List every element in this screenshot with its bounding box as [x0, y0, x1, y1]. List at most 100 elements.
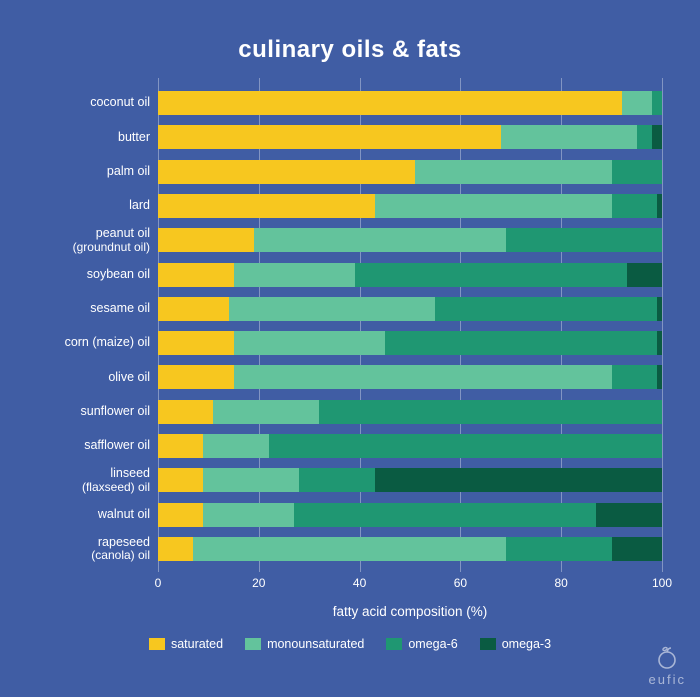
bar-segment-omega3	[627, 263, 662, 287]
bar-segment-saturated	[158, 297, 229, 321]
chart-row: lard	[158, 189, 662, 223]
bar-segment-omega6	[269, 434, 662, 458]
brand-logo: eufic	[649, 644, 686, 687]
stacked-bar	[158, 503, 662, 527]
stacked-bar	[158, 125, 662, 149]
grid-line	[662, 78, 663, 572]
legend-label: omega-3	[502, 637, 551, 651]
stacked-bar	[158, 297, 662, 321]
legend-swatch	[386, 638, 402, 650]
bar-segment-omega3	[657, 194, 662, 218]
legend-swatch	[149, 638, 165, 650]
bar-segment-monounsaturated	[203, 503, 294, 527]
bar-segment-monounsaturated	[229, 297, 436, 321]
x-tick-label: 60	[454, 576, 467, 590]
bar-segment-saturated	[158, 263, 234, 287]
row-label: butter	[118, 131, 158, 145]
bar-segment-saturated	[158, 537, 193, 561]
row-label: peanut oil(groundnut oil)	[73, 227, 158, 253]
legend-item-omega6: omega-6	[386, 637, 457, 651]
bar-segment-monounsaturated	[234, 331, 385, 355]
chart-area: 020406080100 coconut oilbutterpalm oilla…	[158, 78, 662, 572]
x-tick-label: 100	[652, 576, 672, 590]
chart-row: palm oil	[158, 155, 662, 189]
bar-segment-omega6	[319, 400, 662, 424]
stacked-bar	[158, 400, 662, 424]
bar-segment-monounsaturated	[213, 400, 319, 424]
row-label: sunflower oil	[81, 405, 158, 419]
stacked-bar	[158, 91, 662, 115]
bar-segment-monounsaturated	[234, 365, 612, 389]
bar-segment-monounsaturated	[193, 537, 505, 561]
chart-row: sunflower oil	[158, 395, 662, 429]
bar-segment-omega3	[652, 125, 662, 149]
row-label: soybean oil	[87, 268, 158, 282]
logo-text: eufic	[649, 672, 686, 687]
stacked-bar	[158, 228, 662, 252]
bar-segment-saturated	[158, 160, 415, 184]
legend-swatch	[245, 638, 261, 650]
legend-label: monounsaturated	[267, 637, 364, 651]
bar-segment-saturated	[158, 434, 203, 458]
bar-segment-saturated	[158, 365, 234, 389]
bar-segment-omega6	[294, 503, 596, 527]
bar-segment-monounsaturated	[501, 125, 637, 149]
bar-segment-saturated	[158, 331, 234, 355]
stacked-bar	[158, 263, 662, 287]
bar-segment-monounsaturated	[203, 468, 299, 492]
stacked-bar	[158, 365, 662, 389]
chart-row: safflower oil	[158, 429, 662, 463]
row-label: walnut oil	[98, 508, 158, 522]
bar-segment-omega6	[612, 365, 657, 389]
bar-segment-monounsaturated	[203, 434, 269, 458]
bar-segment-saturated	[158, 468, 203, 492]
row-label: rapeseed(canola) oil	[91, 536, 158, 562]
legend-item-omega3: omega-3	[480, 637, 551, 651]
legend-label: saturated	[171, 637, 223, 651]
bar-segment-omega6	[506, 537, 612, 561]
bar-segment-omega6	[435, 297, 657, 321]
bar-segment-omega3	[657, 331, 662, 355]
row-label: sesame oil	[90, 302, 158, 316]
bar-segment-omega6	[637, 125, 652, 149]
chart-row: olive oil	[158, 360, 662, 394]
bar-segment-omega6	[612, 194, 657, 218]
bar-segment-monounsaturated	[234, 263, 355, 287]
stacked-bar	[158, 434, 662, 458]
chart-row: butter	[158, 120, 662, 154]
bar-segment-monounsaturated	[415, 160, 612, 184]
apple-icon	[654, 644, 680, 670]
bar-segment-saturated	[158, 125, 501, 149]
row-label: corn (maize) oil	[65, 336, 158, 350]
stacked-bar	[158, 160, 662, 184]
stacked-bar	[158, 537, 662, 561]
row-label: safflower oil	[84, 439, 158, 453]
bar-segment-saturated	[158, 228, 254, 252]
bar-segment-saturated	[158, 400, 213, 424]
bar-segment-omega3	[596, 503, 662, 527]
x-tick-label: 80	[555, 576, 568, 590]
bar-segment-monounsaturated	[254, 228, 506, 252]
bar-segment-omega6	[506, 228, 662, 252]
x-tick-label: 40	[353, 576, 366, 590]
chart-row: corn (maize) oil	[158, 326, 662, 360]
x-axis-label: fatty acid composition (%)	[158, 604, 662, 619]
chart-row: rapeseed(canola) oil	[158, 532, 662, 566]
row-label: olive oil	[108, 371, 158, 385]
chart-row: coconut oil	[158, 86, 662, 120]
x-tick-label: 0	[155, 576, 162, 590]
legend: saturated monounsaturated omega-6 omega-3	[0, 637, 700, 651]
bar-segment-omega3	[612, 537, 662, 561]
chart-row: peanut oil(groundnut oil)	[158, 223, 662, 257]
bar-segment-omega3	[375, 468, 662, 492]
row-label: palm oil	[107, 165, 158, 179]
row-label: coconut oil	[90, 96, 158, 110]
bar-segment-omega6	[652, 91, 662, 115]
bar-segment-omega6	[385, 331, 657, 355]
stacked-bar	[158, 468, 662, 492]
legend-label: omega-6	[408, 637, 457, 651]
legend-item-monounsaturated: monounsaturated	[245, 637, 364, 651]
chart-row: soybean oil	[158, 257, 662, 291]
bar-segment-saturated	[158, 194, 375, 218]
chart-title: culinary oils & fats	[0, 0, 700, 78]
